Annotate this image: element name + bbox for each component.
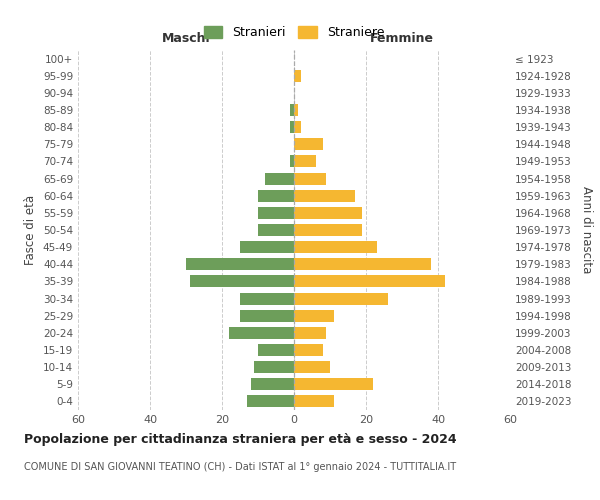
- Bar: [240, 241, 294, 253]
- Text: COMUNE DI SAN GIOVANNI TEATINO (CH) - Dati ISTAT al 1° gennaio 2024 - TUTTITALIA: COMUNE DI SAN GIOVANNI TEATINO (CH) - Da…: [24, 462, 456, 472]
- Y-axis label: Anni di nascita: Anni di nascita: [580, 186, 593, 274]
- Bar: [294, 396, 334, 407]
- Bar: [294, 224, 362, 236]
- Text: Femmine: Femmine: [370, 32, 434, 45]
- Bar: [294, 344, 323, 356]
- Bar: [240, 310, 294, 322]
- Bar: [258, 344, 294, 356]
- Bar: [258, 190, 294, 202]
- Bar: [251, 378, 294, 390]
- Legend: Stranieri, Straniere: Stranieri, Straniere: [199, 21, 389, 44]
- Bar: [294, 156, 316, 168]
- Text: Popolazione per cittadinanza straniera per età e sesso - 2024: Popolazione per cittadinanza straniera p…: [24, 432, 457, 446]
- Bar: [294, 361, 330, 373]
- Bar: [258, 224, 294, 236]
- Bar: [290, 156, 294, 168]
- Bar: [294, 172, 326, 184]
- Bar: [294, 378, 373, 390]
- Bar: [258, 207, 294, 219]
- Text: Maschi: Maschi: [161, 32, 211, 45]
- Bar: [294, 276, 445, 287]
- Y-axis label: Fasce di età: Fasce di età: [25, 195, 37, 265]
- Bar: [294, 207, 362, 219]
- Bar: [294, 258, 431, 270]
- Bar: [294, 292, 388, 304]
- Bar: [240, 292, 294, 304]
- Bar: [294, 138, 323, 150]
- Bar: [294, 310, 334, 322]
- Bar: [294, 70, 301, 82]
- Bar: [294, 190, 355, 202]
- Bar: [229, 327, 294, 339]
- Bar: [294, 327, 326, 339]
- Bar: [190, 276, 294, 287]
- Bar: [294, 241, 377, 253]
- Bar: [254, 361, 294, 373]
- Bar: [290, 121, 294, 133]
- Bar: [186, 258, 294, 270]
- Bar: [247, 396, 294, 407]
- Bar: [294, 104, 298, 116]
- Bar: [294, 121, 301, 133]
- Bar: [290, 104, 294, 116]
- Bar: [265, 172, 294, 184]
